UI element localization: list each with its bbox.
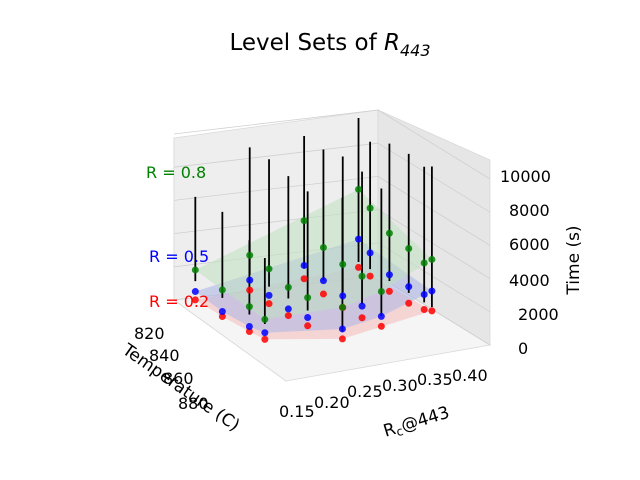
- y-tick-label: 0.25: [347, 382, 383, 401]
- marker-6-0: [300, 275, 308, 283]
- marker-1-2: [366, 204, 374, 212]
- marker-1-1: [366, 249, 374, 257]
- marker-4-2: [420, 259, 428, 267]
- level-surfaces: [195, 189, 432, 340]
- title-symbol: R: [384, 30, 400, 56]
- z-tick-label: 2000: [518, 305, 559, 324]
- z-tick-label: 4000: [509, 271, 550, 290]
- marker-13-2: [284, 283, 292, 291]
- marker-16-2: [191, 266, 199, 274]
- marker-3-1: [405, 283, 413, 291]
- marker-1-0: [366, 272, 374, 280]
- marker-15-2: [338, 303, 346, 311]
- marker-9-0: [358, 314, 366, 322]
- marker-17-2: [218, 286, 226, 294]
- marker-2-1: [385, 271, 393, 279]
- y-label-sub: c: [395, 424, 405, 439]
- marker-12-0: [265, 300, 273, 308]
- marker-11-1: [246, 276, 254, 284]
- markers: [191, 185, 436, 343]
- y-tick-label: 0.30: [382, 376, 418, 395]
- marker-0-1: [355, 235, 363, 243]
- marker-7-2: [319, 243, 327, 251]
- z-axis-label: Time (s): [564, 225, 584, 295]
- marker-19-1: [261, 329, 269, 337]
- y-label-suffix: @443: [399, 403, 452, 437]
- marker-17-0: [218, 312, 226, 320]
- marker-3-2: [405, 244, 413, 252]
- marker-4-1: [420, 291, 428, 299]
- marker-4-0: [420, 305, 428, 313]
- z-tick-label: 6000: [509, 235, 550, 254]
- marker-19-2: [261, 315, 269, 323]
- marker-8-2: [339, 260, 347, 268]
- y-tick-label: 0.20: [314, 393, 350, 412]
- title-prefix: Level Sets of: [229, 30, 384, 56]
- x-axis-label: Temperature (C): [118, 339, 244, 435]
- marker-11-0: [246, 286, 254, 294]
- marker-2-2: [385, 229, 393, 237]
- chart-title: Level Sets of R443: [229, 30, 430, 60]
- x-tick-label: 860: [163, 369, 194, 388]
- x-tick-label: 820: [134, 324, 165, 343]
- marker-5-2: [428, 255, 436, 263]
- marker-18-1: [245, 323, 253, 331]
- marker-17-1: [218, 308, 226, 316]
- marker-13-0: [284, 312, 292, 320]
- z-tick-label: 8000: [509, 201, 550, 220]
- marker-16-1: [191, 288, 199, 296]
- marker-10-0: [377, 322, 385, 330]
- marker-10-2: [377, 287, 385, 295]
- marker-13-1: [284, 305, 292, 313]
- level-surface-2: [195, 189, 432, 320]
- marker-7-0: [319, 290, 327, 298]
- marker-18-2: [245, 303, 253, 311]
- y-tick-label: 0.40: [452, 366, 488, 385]
- marker-5-0: [428, 307, 436, 315]
- level-label-r02: R = 0.2: [149, 292, 209, 311]
- z-tick-label: 10000: [500, 167, 551, 186]
- marker-6-1: [300, 261, 308, 269]
- marker-6-2: [300, 217, 308, 225]
- y-tick-label: 0.35: [417, 370, 453, 389]
- y-tick-label: 0.15: [279, 402, 315, 421]
- level-label-r08: R = 0.8: [146, 163, 206, 182]
- marker-15-1: [338, 325, 346, 333]
- marker-14-1: [304, 314, 312, 322]
- marker-15-0: [338, 335, 346, 343]
- marker-9-2: [358, 272, 366, 280]
- marker-0-2: [355, 185, 363, 193]
- marker-19-0: [261, 335, 269, 343]
- y-label-main: R: [381, 419, 398, 442]
- marker-11-2: [246, 251, 254, 259]
- marker-2-0: [385, 287, 393, 295]
- level-label-r05: R = 0.5: [149, 247, 209, 266]
- marker-14-2: [304, 294, 312, 302]
- marker-3-0: [405, 299, 413, 307]
- marker-9-1: [358, 302, 366, 310]
- marker-10-1: [377, 312, 385, 320]
- marker-14-0: [304, 322, 312, 330]
- x-tick-label: 880: [178, 394, 209, 413]
- marker-8-1: [339, 292, 347, 300]
- title-subscript: 443: [400, 41, 431, 60]
- tick-labels: 820 840 860 880 0.15 0.200.25 0.30 0.35 0.40 0 200…: [134, 167, 559, 421]
- marker-18-0: [245, 327, 253, 335]
- marker-7-1: [319, 277, 327, 285]
- marker-12-2: [265, 265, 273, 273]
- y-axis-label: Rc@443: [381, 403, 452, 443]
- marker-0-0: [355, 263, 363, 271]
- marker-12-1: [265, 291, 273, 299]
- marker-16-0: [191, 296, 199, 304]
- z-tick-label: 0: [518, 339, 528, 358]
- x-tick-label: 840: [149, 346, 180, 365]
- marker-5-1: [428, 287, 436, 295]
